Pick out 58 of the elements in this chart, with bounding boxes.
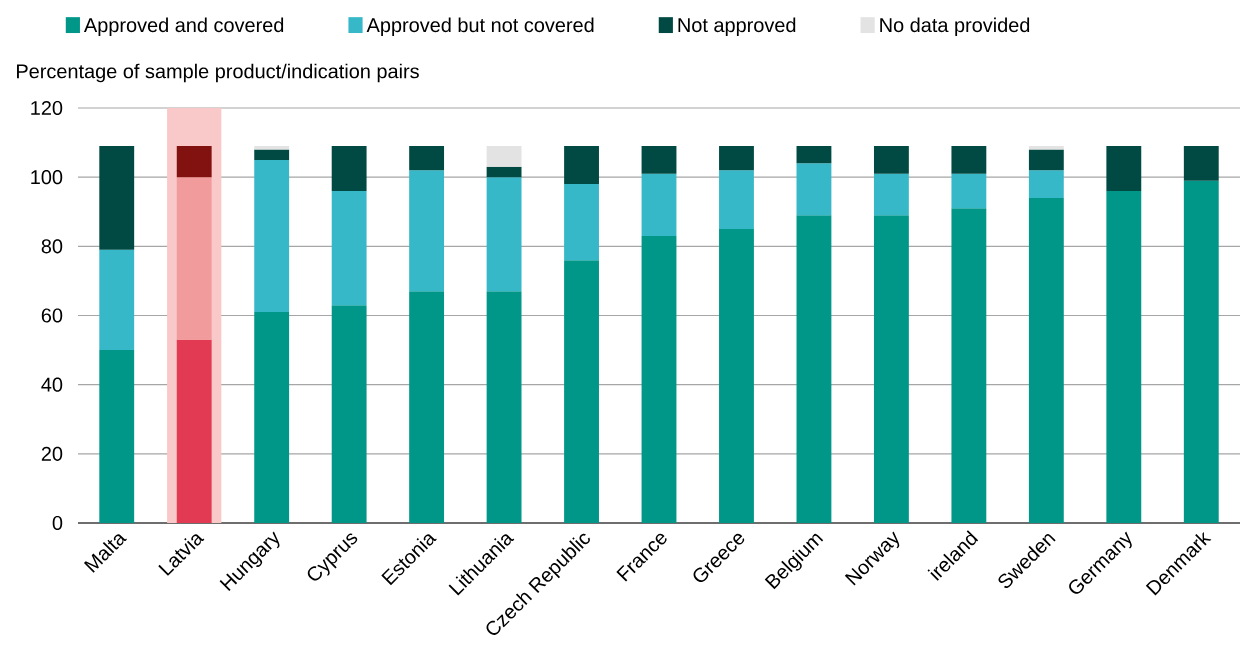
legend-label: Approved and covered [83, 17, 284, 37]
bar [254, 149, 290, 160]
bar [254, 312, 290, 523]
bar [99, 249, 135, 351]
y-axis-title: Percentage of sample product/indication pairs [17, 63, 419, 83]
y-tick-label: 20 [41, 446, 63, 461]
bar [409, 291, 445, 523]
y-tick-label: 60 [41, 308, 63, 323]
legend-label: No data provided [880, 17, 1030, 37]
y-tick-label: 100 [31, 170, 63, 185]
bar [564, 146, 599, 185]
bar [873, 146, 909, 174]
bar [951, 208, 987, 523]
bar [99, 350, 135, 523]
bar [719, 170, 754, 230]
bar [331, 191, 367, 306]
bar [486, 291, 522, 523]
bar [1028, 149, 1064, 171]
legend-label: Not approved [678, 17, 796, 37]
bar [99, 146, 135, 250]
bar [1028, 197, 1064, 523]
bar [951, 173, 987, 209]
bar [873, 173, 909, 216]
bar [641, 235, 677, 523]
bar [331, 146, 367, 191]
bar [176, 177, 212, 340]
y-tick-label: 120 [31, 100, 63, 116]
bar [873, 215, 909, 523]
bar [409, 146, 445, 171]
bar [1183, 146, 1219, 181]
bar [331, 305, 367, 523]
bar [486, 146, 522, 167]
bar [1183, 180, 1219, 523]
y-tick-label: 80 [41, 239, 63, 254]
y-tick-label: 0 [52, 515, 63, 531]
bar [641, 146, 677, 174]
bar [1106, 191, 1142, 523]
bar [796, 163, 832, 216]
bar [719, 229, 754, 523]
bar [796, 146, 832, 164]
bar [254, 159, 290, 313]
bar [254, 146, 290, 150]
bar [796, 215, 832, 523]
bar [951, 146, 987, 174]
bar [176, 339, 212, 523]
bar [719, 146, 754, 171]
bar [486, 166, 522, 178]
bar [486, 177, 522, 292]
bar [1106, 146, 1142, 191]
bar [641, 173, 677, 236]
y-tick-label: 40 [41, 377, 63, 392]
bar [409, 170, 445, 292]
bar [1028, 146, 1064, 150]
bar [176, 146, 212, 178]
bar [1028, 170, 1064, 198]
legend-label: Approved but not covered [366, 17, 594, 37]
bar [564, 184, 599, 261]
bar [564, 260, 599, 523]
